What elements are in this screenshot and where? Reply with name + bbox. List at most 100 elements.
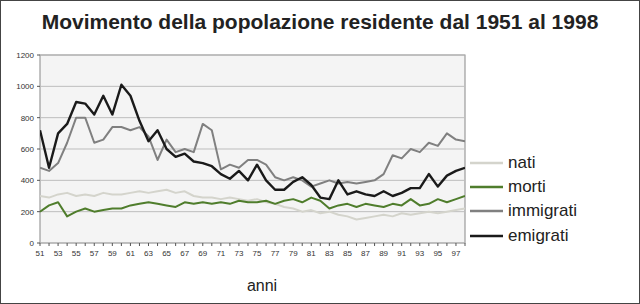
tick-label: 87 — [361, 249, 370, 258]
tick-label: 200 — [21, 208, 35, 217]
tick — [103, 243, 104, 246]
tick — [37, 117, 40, 118]
tick-label: 600 — [21, 145, 35, 154]
tick — [49, 243, 50, 246]
tick-label: 0 — [30, 239, 35, 248]
tick-label: 67 — [180, 249, 189, 258]
title: Movimento della popolazione residente da… — [42, 10, 599, 33]
tick — [67, 243, 68, 246]
tick — [419, 243, 420, 246]
tick-label: 65 — [162, 249, 171, 258]
tick — [293, 243, 294, 246]
tick — [284, 243, 285, 246]
tick-label: 69 — [198, 249, 207, 258]
tick — [266, 243, 267, 246]
tick — [347, 243, 348, 246]
chart: Movimento della popolazione residente da… — [0, 0, 640, 304]
tick — [37, 211, 40, 212]
tick — [229, 243, 230, 246]
tick — [37, 180, 40, 181]
tick — [383, 243, 384, 246]
tick-label: 61 — [126, 249, 135, 258]
tick-label: 53 — [54, 249, 63, 258]
tick — [238, 243, 239, 246]
series-line — [40, 118, 465, 187]
tick — [428, 243, 429, 246]
tick — [211, 243, 212, 246]
tick — [275, 243, 276, 246]
tick-label: 1200 — [16, 51, 34, 60]
tick-label: 73 — [234, 249, 243, 258]
tick-label: 77 — [271, 249, 280, 258]
legend-swatch — [470, 162, 503, 165]
tick — [302, 243, 303, 246]
tick — [85, 243, 86, 246]
axis-label: anni — [247, 277, 277, 294]
tick-label: 79 — [289, 249, 298, 258]
grid-line — [40, 149, 465, 150]
tick-label: 97 — [452, 249, 461, 258]
tick-label: 1000 — [16, 82, 34, 91]
tick-label: 55 — [72, 249, 81, 258]
tick — [311, 243, 312, 246]
tick — [401, 243, 402, 246]
tick-label: 51 — [36, 249, 45, 258]
tick — [166, 243, 167, 246]
tick — [446, 243, 447, 246]
series-line — [40, 85, 465, 199]
tick-label: 95 — [433, 249, 442, 258]
tick — [437, 243, 438, 246]
tick — [338, 243, 339, 246]
tick — [37, 86, 40, 87]
tick — [220, 243, 221, 246]
frame — [1, 1, 640, 304]
tick — [40, 243, 41, 246]
tick — [202, 243, 203, 246]
tick-label: 85 — [343, 249, 352, 258]
tick — [320, 243, 321, 246]
tick-label: 400 — [21, 176, 35, 185]
tick-label: 59 — [108, 249, 117, 258]
tick-label: 93 — [415, 249, 424, 258]
tick-label: 75 — [253, 249, 262, 258]
legend-label: emigrati — [508, 226, 568, 245]
grid-line — [40, 86, 465, 87]
tick — [455, 243, 456, 246]
tick — [76, 243, 77, 246]
tick-label: 71 — [216, 249, 225, 258]
tick — [356, 243, 357, 246]
tick — [112, 243, 113, 246]
tick — [139, 243, 140, 246]
tick — [184, 243, 185, 246]
tick — [37, 149, 40, 150]
tick-label: 800 — [21, 114, 35, 123]
grid-line — [40, 117, 465, 118]
tick — [329, 243, 330, 246]
tick — [157, 243, 158, 246]
legend-label: immigrati — [508, 201, 577, 220]
tick-label: 63 — [144, 249, 153, 258]
tick-label: 83 — [325, 249, 334, 258]
legend-swatch — [470, 235, 503, 238]
series-line — [40, 196, 465, 216]
tick — [193, 243, 194, 246]
tick — [392, 243, 393, 246]
legend-swatch — [470, 210, 503, 213]
tick — [365, 243, 366, 246]
legend-label: morti — [508, 177, 546, 196]
tick — [374, 243, 375, 246]
plot-area — [40, 55, 465, 243]
tick — [247, 243, 248, 246]
tick — [410, 243, 411, 246]
tick — [94, 243, 95, 246]
tick-label: 81 — [307, 249, 316, 258]
grid-line — [40, 55, 465, 56]
series-group — [40, 85, 465, 220]
legend-label: nati — [508, 153, 535, 172]
tick — [121, 243, 122, 246]
tick — [58, 243, 59, 246]
tick — [175, 243, 176, 246]
tick — [465, 243, 466, 246]
grid-line — [40, 211, 465, 212]
tick-label: 57 — [90, 249, 99, 258]
